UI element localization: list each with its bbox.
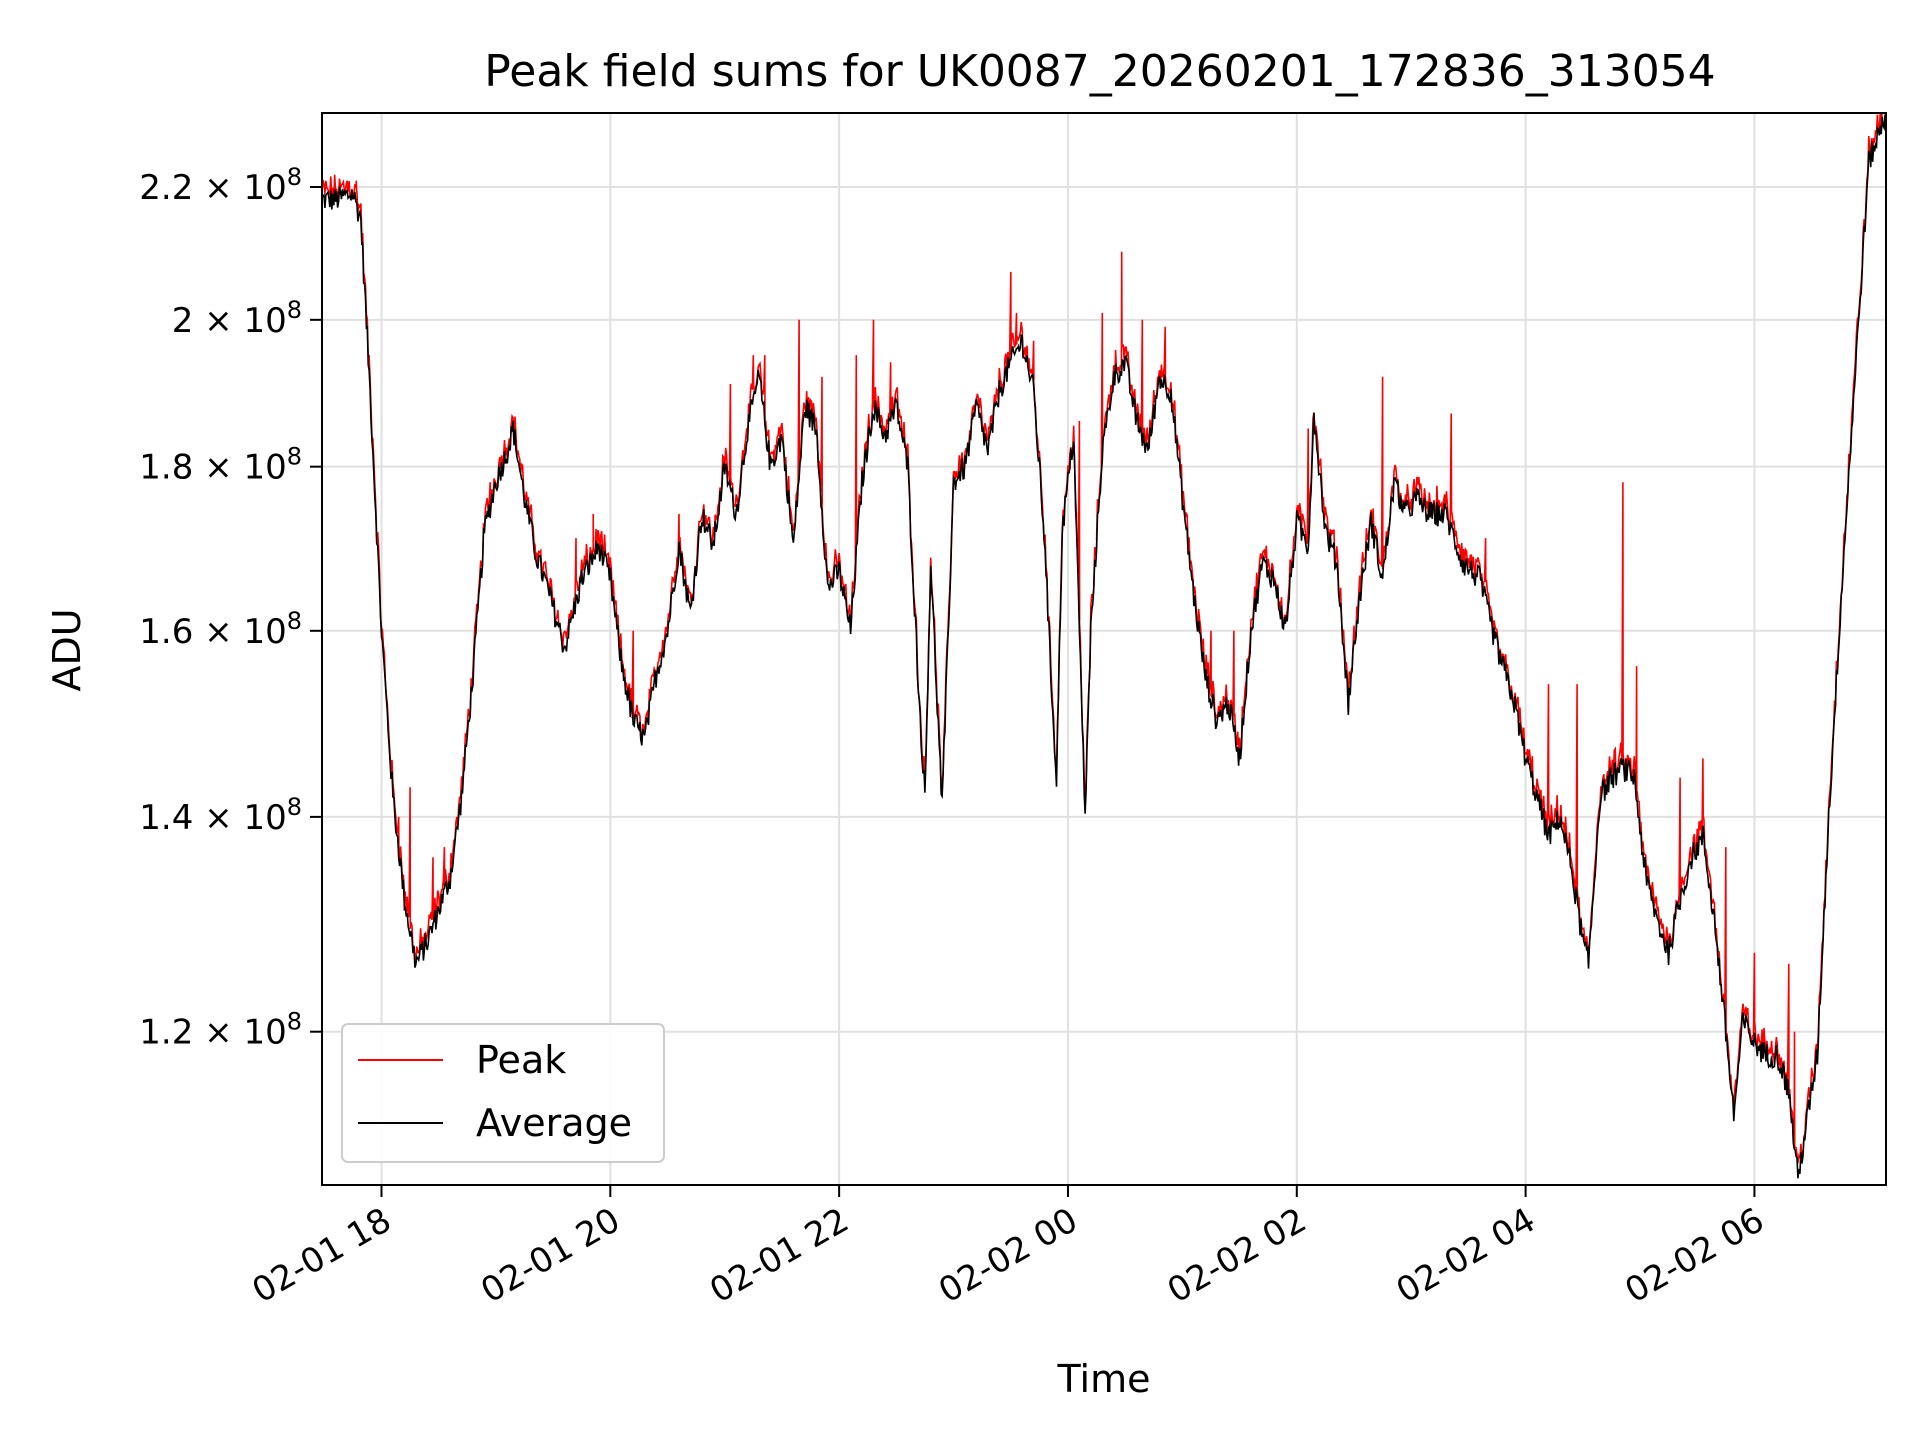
y-tick-mantissa: 2.2 × 10	[139, 168, 286, 208]
y-tick-mantissa: 1.2 × 10	[139, 1013, 286, 1053]
y-tick-mantissa: 1.6 × 10	[139, 612, 286, 652]
legend: Peak Average	[341, 1023, 665, 1163]
y-tick-exponent: 8	[287, 296, 302, 324]
average-series-line	[322, 113, 1886, 1179]
legend-peak-label: Peak	[476, 1038, 566, 1082]
y-tick-label: 1.8 × 108	[139, 443, 302, 488]
plot-frame	[321, 112, 1887, 1186]
grid	[322, 113, 1886, 1185]
chart-title: Peak field sums for UK0087_20260201_1728…	[484, 46, 1715, 97]
y-tick-label: 2 × 108	[172, 296, 302, 341]
y-tick-label: 2.2 × 108	[139, 163, 302, 208]
y-tick-label: 1.4 × 108	[139, 793, 302, 838]
y-tick-mantissa: 2 × 10	[172, 301, 287, 341]
y-tick-exponent: 8	[287, 1008, 302, 1036]
y-tick-mantissa: 1.4 × 10	[139, 798, 286, 838]
series-layer	[322, 113, 1886, 1179]
y-tick-exponent: 8	[287, 443, 302, 471]
y-tick-exponent: 8	[287, 163, 302, 191]
legend-box	[341, 1023, 665, 1163]
y-tick-label: 1.2 × 108	[139, 1008, 302, 1053]
y-tick-label: 1.6 × 108	[139, 607, 302, 652]
x-axis-label: Time	[1057, 1357, 1151, 1401]
legend-average-label: Average	[476, 1101, 632, 1145]
y-axis-label: ADU	[45, 608, 89, 691]
y-tick-mantissa: 1.8 × 10	[139, 448, 286, 488]
y-tick-exponent: 8	[287, 793, 302, 821]
y-tick-exponent: 8	[287, 607, 302, 635]
